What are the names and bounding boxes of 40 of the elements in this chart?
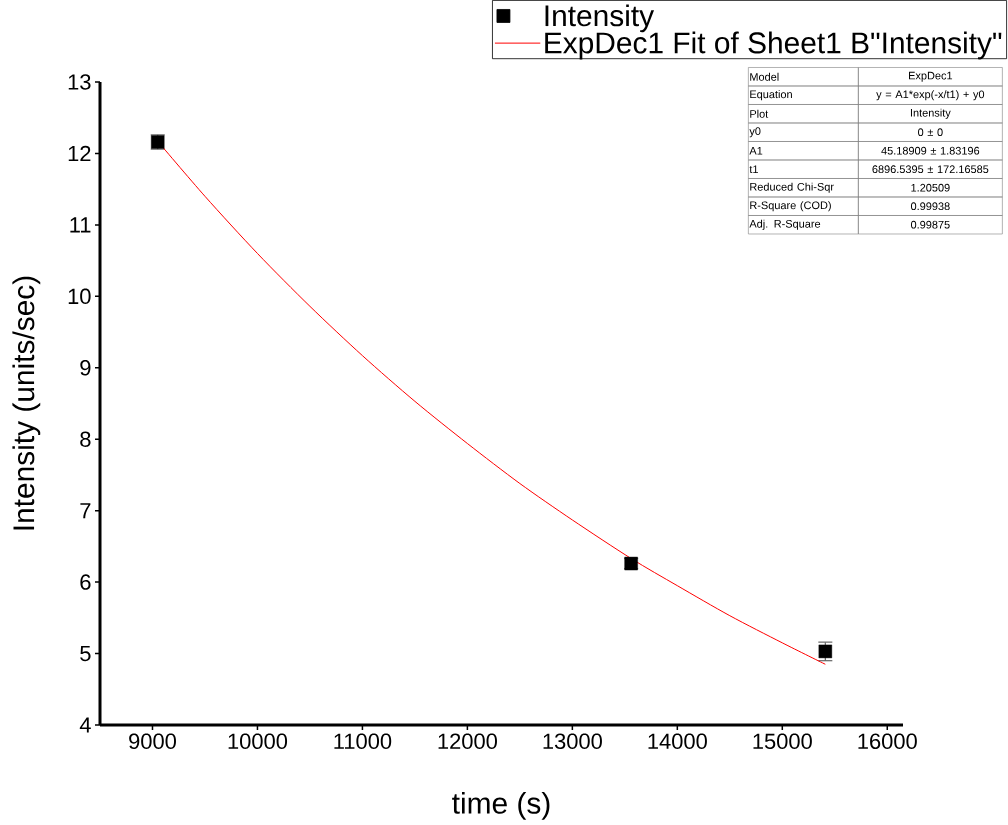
text: 0 ± 0 [918, 128, 943, 137]
annotation: Plot [750, 109, 769, 118]
x-tick-label: 13000 [543, 733, 602, 750]
annotation: t1 [749, 165, 758, 174]
y-tick-label: 7 [80, 503, 91, 519]
x-tick-label: 16000 [858, 733, 917, 750]
y-tick-label: 10 [68, 288, 91, 305]
legend-label: Intensity [545, 4, 655, 33]
annotation: R-Square (COD) [750, 201, 831, 212]
y-tick-label: 4 [79, 717, 91, 733]
y-tick-label: 9 [80, 360, 91, 376]
x-tick-label: 11000 [334, 733, 392, 750]
y-tick-label: 11 [70, 217, 91, 233]
x-tick-label: 15000 [753, 733, 812, 750]
text: 0.99875 [910, 220, 950, 229]
text: 0.99938 [910, 202, 950, 211]
annotation: y = A1*exp(-x/t1) + y0 [876, 90, 985, 101]
annotation: Adj. R-Square [749, 219, 821, 230]
text: 1.20509 [911, 183, 950, 192]
y-axis-title: Intensity (units/sec) [12, 276, 41, 530]
text: Model [750, 72, 779, 81]
y-tick-label: 13 [68, 74, 91, 90]
x-tick-label: 9000 [129, 733, 176, 750]
y-tick-label: 12 [68, 145, 91, 162]
annotation: A1 [749, 146, 763, 155]
annotation: 6896.5395 ± 172.16585 [872, 165, 989, 174]
annotation: Equation [750, 90, 792, 101]
text: ExpDec1 [909, 71, 953, 82]
x-axis-title: time (s) [452, 791, 550, 820]
x-tick-label: 14000 [648, 733, 707, 750]
annotation: 45.18909 ± 1.83196 [881, 146, 980, 155]
x-tick-label: 12000 [438, 733, 497, 750]
legend-label: ExpDec1 Fit of Sheet1 B"Intensity" [545, 31, 1002, 60]
text: Intensity [910, 108, 951, 119]
x-tick-label: 10000 [228, 733, 288, 750]
annotation: Reduced Chi-Sqr [750, 182, 834, 193]
y-tick-label: 6 [80, 574, 91, 590]
y-tick-label: 8 [80, 431, 91, 447]
annotation: y0 [749, 127, 761, 138]
y-tick-label: 5 [80, 645, 91, 662]
